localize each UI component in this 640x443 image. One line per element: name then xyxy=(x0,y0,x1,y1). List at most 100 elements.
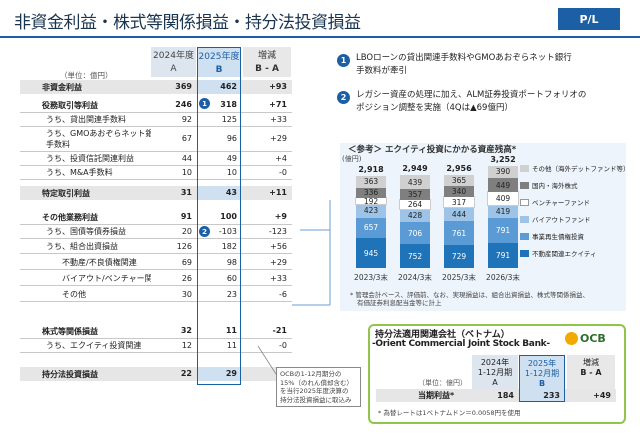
row-label: うち、国債等債券損益 xyxy=(46,227,126,236)
bar-segment: 791 xyxy=(488,218,518,244)
cell-b: 60 xyxy=(226,274,237,283)
row-label: 特定取引利益 xyxy=(42,188,90,198)
bar-segment: 264 xyxy=(399,199,431,210)
x-tick-label: 2026/3末 xyxy=(486,273,520,282)
cell-a: 32 xyxy=(180,326,192,335)
cell-a: 69 xyxy=(181,258,192,267)
row-divider xyxy=(20,301,292,302)
table-row: 株式等関係損益 32 11 -21 xyxy=(20,324,292,338)
table-unit: （単位：億円） xyxy=(60,71,113,80)
table-row: うち、M&A手数料 10 10 -0 xyxy=(20,166,292,179)
row-label: うち、GMOあおぞらネット銀行 手数料 xyxy=(46,129,151,149)
ocb-col-a: 2024年 1-12月期 A xyxy=(472,355,518,389)
table-row: 非資金利益 369 462 +93 xyxy=(20,80,292,94)
legend-item: バイアウトファンド xyxy=(520,214,591,224)
ocb-title: 持分法適用関連会社（ベトナム） xyxy=(375,330,510,340)
cell-b: 43 xyxy=(197,186,241,200)
legend-label: バイアウトファンド xyxy=(532,216,591,224)
ocb-logo: OCB xyxy=(565,330,609,346)
row-label: その他業務利益 xyxy=(42,212,98,222)
x-tick-label: 2025/3末 xyxy=(442,273,476,282)
chart-unit: (億円) xyxy=(342,155,362,163)
bar-segment: 192 xyxy=(355,197,387,206)
cell-b: 125 xyxy=(221,115,237,124)
cell-b: 182 xyxy=(221,242,237,251)
row-divider xyxy=(20,165,292,166)
column-b-frame xyxy=(197,77,241,385)
legend-item: 事業再生債権投資 xyxy=(520,231,584,241)
cell-d: -0 xyxy=(279,168,287,177)
row-label: うち、投資信託関連利益 xyxy=(46,154,134,163)
cell-a: 92 xyxy=(181,115,192,124)
chart-panel xyxy=(340,143,626,311)
cell-d: +11 xyxy=(269,188,287,197)
cell-a: 30 xyxy=(181,290,192,299)
note-badge-1: 1 xyxy=(199,98,210,109)
page-title: 非資金利益・株式等関係損益・持分法投資損益 xyxy=(14,13,361,33)
header-rule xyxy=(0,36,640,38)
bar-segment: 945 xyxy=(356,238,386,268)
cell-a: 20 xyxy=(181,227,192,236)
ocb-unit: （単位：億円） xyxy=(418,379,467,387)
cell-a: 91 xyxy=(180,212,192,221)
row-label: 持分法投資損益 xyxy=(42,369,98,379)
legend-swatch xyxy=(520,232,529,240)
ocb-logo-mark-icon xyxy=(565,331,578,345)
row-label: うち、エクイティ投資関連 xyxy=(46,341,142,350)
note-badge-2: 2 xyxy=(199,226,210,237)
table-row: うち、GMOあおぞらネット銀行 手数料 67 96 +29 xyxy=(20,127,292,151)
cell-d: -123 xyxy=(268,227,287,236)
bar-segment: 444 xyxy=(444,207,474,222)
chart-footnote: * 管理会計ベース、評価前、なお、実現損益は、組合出資損益、株式等関係損益、 有価… xyxy=(350,291,589,307)
chart-title: ＜参考＞ エクイティ投資にかかる資産残高* xyxy=(348,145,517,155)
ocb-col-b: 2025年 1-12月期 B xyxy=(519,355,565,389)
ocb-subtitle: -Orient Commercial Joint Stock Bank- xyxy=(372,339,550,349)
cell-b: 11 xyxy=(225,326,237,335)
legend-item: 不動産関連エクイティ xyxy=(520,248,596,258)
ocb-col-diff: 増減 B - A xyxy=(567,355,615,389)
legend-swatch xyxy=(520,164,529,172)
row-label: 役務取引等利益 xyxy=(42,100,98,110)
cell-d: +33 xyxy=(270,115,287,124)
cell-a: 12 xyxy=(181,341,192,350)
row-divider xyxy=(20,151,292,152)
legend-item: 国内・海外株式 xyxy=(520,180,578,190)
row-divider xyxy=(20,112,292,113)
bar-segment: 791 xyxy=(488,243,518,268)
cell-b: 318 xyxy=(220,100,237,109)
cell-a: 44 xyxy=(181,154,192,163)
cell-b: 49 xyxy=(226,154,237,163)
table-row: うち、組合出資損益 126 182 +56 xyxy=(20,240,292,253)
bar-segment: 317 xyxy=(443,196,475,209)
bar-segment: 657 xyxy=(356,217,386,239)
row-divider xyxy=(20,224,292,225)
bar-segment: 752 xyxy=(400,244,430,268)
cell-d: +71 xyxy=(269,100,287,109)
bar-segment: 423 xyxy=(356,204,386,218)
legend-label: その他（海外デットファンド等） xyxy=(532,165,630,173)
cell-b: 29 xyxy=(197,367,241,381)
legend-swatch xyxy=(520,181,529,189)
table-row: うち、貸出関連手数料 92 125 +33 xyxy=(20,113,292,126)
note1-text: LBOローンの貸出関連手数料やGMOあおぞらネット銀行 手数料が牽引 xyxy=(356,53,572,76)
cell-a: 246 xyxy=(175,100,192,109)
legend-label: 事業再生債権投資 xyxy=(532,233,584,241)
table-row: うち、投資信託関連利益 44 49 +4 xyxy=(20,152,292,165)
row-label: バイアウト/ベンチャー関連 xyxy=(62,274,151,283)
bar-total-label: 2,949 xyxy=(402,164,428,174)
row-label: うち、組合出資損益 xyxy=(46,242,118,251)
legend-swatch xyxy=(520,215,529,223)
ocb-callout: OCBの1-12月期分の 15%（のれん償却含む） を当行2025年度決算の 持分法投… xyxy=(276,367,361,407)
col-header-2024: 2024年度 A xyxy=(151,47,196,77)
bar-total-label: 3,252 xyxy=(490,154,516,164)
row-label: その他 xyxy=(62,290,86,299)
cell-a: 26 xyxy=(181,274,192,283)
cell-a: 31 xyxy=(180,188,192,197)
cell-d: -21 xyxy=(272,326,287,335)
table-row: その他業務利益 91 100 +9 xyxy=(20,210,292,224)
cell-b: 11 xyxy=(226,341,237,350)
bar-segment: 363 xyxy=(356,176,386,188)
bar-segment: 761 xyxy=(444,221,474,246)
x-tick-label: 2023/3末 xyxy=(354,273,388,282)
cell-d: +93 xyxy=(269,82,287,91)
